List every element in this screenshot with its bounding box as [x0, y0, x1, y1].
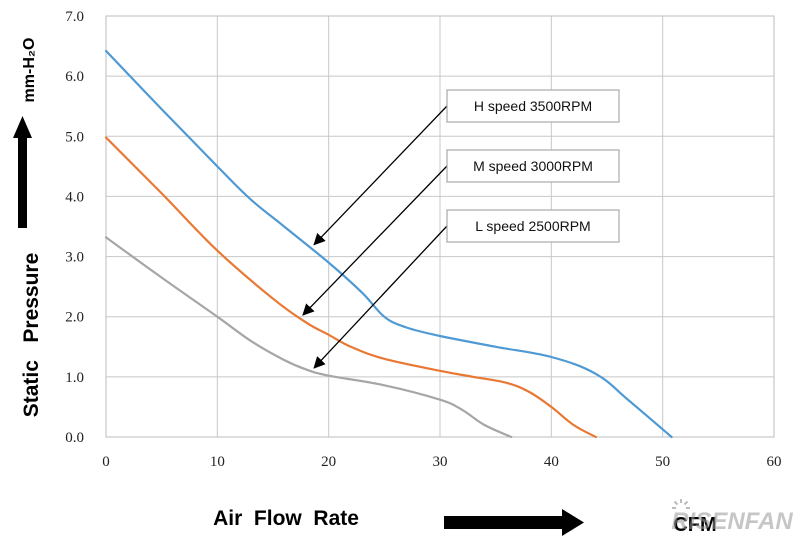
y-axis-arrow-icon	[13, 116, 32, 228]
x-tick-label: 30	[433, 454, 448, 470]
x-axis-title: Air Flow Rate	[213, 507, 359, 530]
plot-border	[105, 15, 775, 438]
brand-logo: RISENFAN	[671, 499, 793, 535]
legend-box-0	[446, 89, 620, 123]
x-tick-label: 40	[544, 454, 559, 470]
series-line-1	[104, 136, 597, 439]
legend-arrow-0	[313, 105, 448, 246]
series-line-0	[104, 49, 673, 439]
legend-arrow-1	[302, 165, 448, 316]
x-tick-label: 60	[767, 454, 782, 470]
legend-box-1	[446, 149, 620, 183]
y-tick-label: 4.0	[65, 189, 84, 205]
y-tick-label: 1.0	[65, 370, 84, 386]
x-tick-label: 0	[102, 454, 110, 470]
brand-logo-text: RISENFAN	[671, 508, 793, 535]
series-line-2	[104, 236, 513, 439]
x-tick-label: 50	[655, 454, 670, 470]
x-tick-label: 10	[210, 454, 225, 470]
y-tick-label: 2.0	[65, 310, 84, 326]
y-tick-label: 5.0	[65, 129, 84, 145]
x-axis-unit: CFM	[673, 514, 716, 536]
legend-label-0: H speed 3500RPM	[474, 98, 592, 114]
legend-annotations: H speed 3500RPM M speed 3000RPM L speed 25…	[302, 89, 620, 369]
x-tick-labels: 0 10 20 30 40 50 60	[102, 454, 781, 470]
series-lines	[104, 49, 673, 439]
legend-label-1: M speed 3000RPM	[473, 158, 593, 174]
y-axis-unit: mm-H₂O	[21, 38, 38, 103]
y-tick-label: 0.0	[65, 430, 84, 446]
x-axis-arrow-icon	[444, 509, 584, 536]
y-axis-title: Static Pressure	[20, 253, 43, 418]
legend-box-2	[446, 209, 620, 243]
legend-arrow-2	[313, 225, 448, 369]
x-tick-label: 20	[321, 454, 336, 470]
grid	[105, 15, 775, 438]
plot-area-border	[105, 15, 775, 438]
y-tick-label: 3.0	[65, 250, 84, 266]
y-tick-labels: 0.0 1.0 2.0 3.0 4.0 5.0 6.0 7.0	[65, 9, 84, 446]
legend-label-2: L speed 2500RPM	[475, 218, 590, 234]
y-tick-label: 7.0	[65, 9, 84, 25]
sun-icon	[672, 499, 690, 509]
y-tick-label: 6.0	[65, 69, 84, 85]
